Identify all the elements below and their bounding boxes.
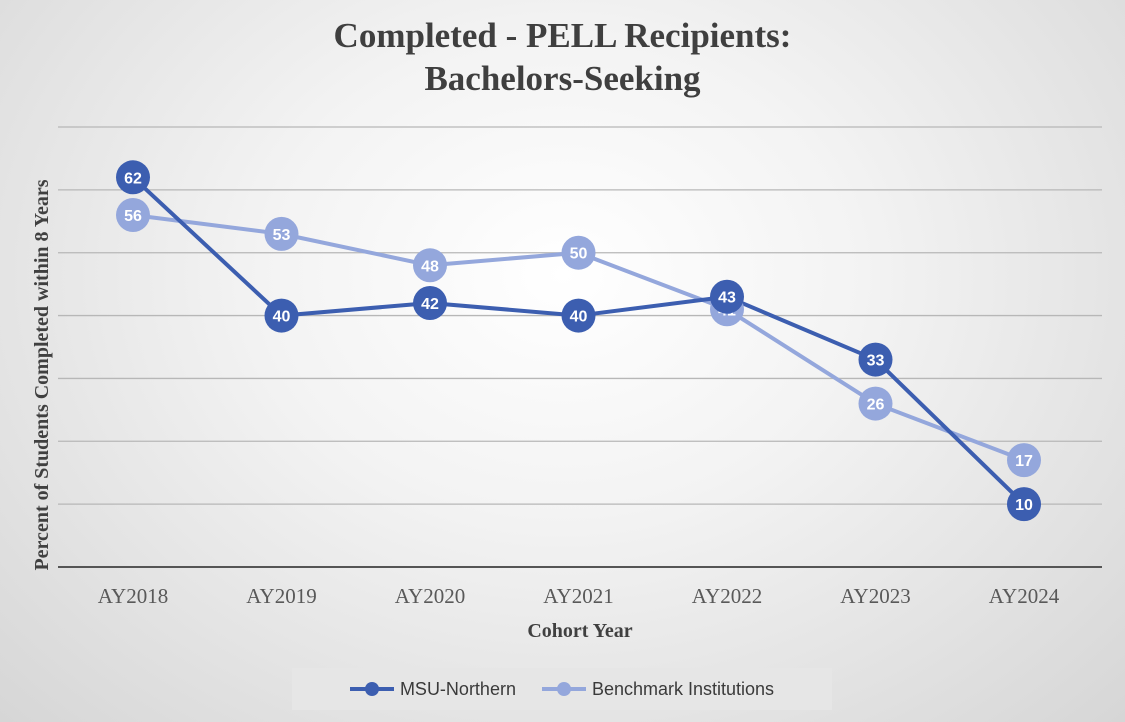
markers-benchmark-institutions: 56534850412617 [116,198,1041,478]
data-label: 26 [867,397,885,414]
legend-label-benchmark-institutions: Benchmark Institutions [591,678,775,699]
markers-msu-northern: 62 40 42 40 43 33 10 [116,160,1041,522]
x-axis-label: Cohort Year [527,620,632,642]
data-label: 48 [421,258,439,275]
data-point [116,198,150,232]
data-label: 56 [124,208,142,225]
x-tick-label: AY2023 [840,584,910,608]
legend-swatch-benchmark-institutions [541,682,586,696]
x-tick-label: AY2021 [543,584,613,608]
chart-title-line-2: Bachelors-Seeking [424,59,701,98]
legend-item-msu-northern: MSU-Northern [349,678,516,700]
data-label: 40 [273,309,291,326]
data-label: 62 [124,170,142,187]
data-point [561,298,596,333]
data-label: 42 [421,296,439,313]
data-point [413,248,447,283]
data-point [264,298,299,333]
chart-title: Completed - PELL Recipients: Bachelors-S… [0,14,1125,100]
x-tick-label: AY2019 [246,584,316,608]
data-point [413,286,447,320]
x-tick-label: AY2018 [98,584,168,608]
legend-swatch-msu-northern [349,682,394,696]
data-label: 10 [1015,497,1033,514]
chart-title-line-1: Completed - PELL Recipients: [333,16,792,55]
data-point [116,160,150,195]
data-label: 17 [1015,453,1033,470]
legend-label-msu-northern: MSU-Northern [399,678,516,699]
x-tick-label: AY2022 [692,584,762,608]
data-label: 50 [570,246,588,263]
data-point [1007,443,1041,478]
data-label: 43 [718,290,736,307]
x-tick-label: AY2020 [395,584,465,608]
data-label: 33 [867,353,885,370]
x-tick-labels: AY2018 AY2019 AY2020 AY2021 AY2022 AY2023 AY20… [98,584,1060,608]
x-tick-label: AY2024 [989,584,1060,608]
gridlines [58,126,1102,568]
data-point [1007,487,1041,522]
y-axis-label: Percent of Students Completed within 8 Y… [31,179,53,570]
legend: MSU-Northern Benchmark Institutions [292,668,832,710]
series-layer: 5653485041261762404240433310 [116,160,1041,522]
data-label: 40 [570,309,588,326]
data-label: 53 [273,227,291,244]
data-point [858,342,893,377]
data-point [561,235,596,270]
data-point [710,279,744,314]
data-point [858,386,893,421]
data-point [264,216,299,251]
legend-item-benchmark-institutions: Benchmark Institutions [541,678,775,700]
